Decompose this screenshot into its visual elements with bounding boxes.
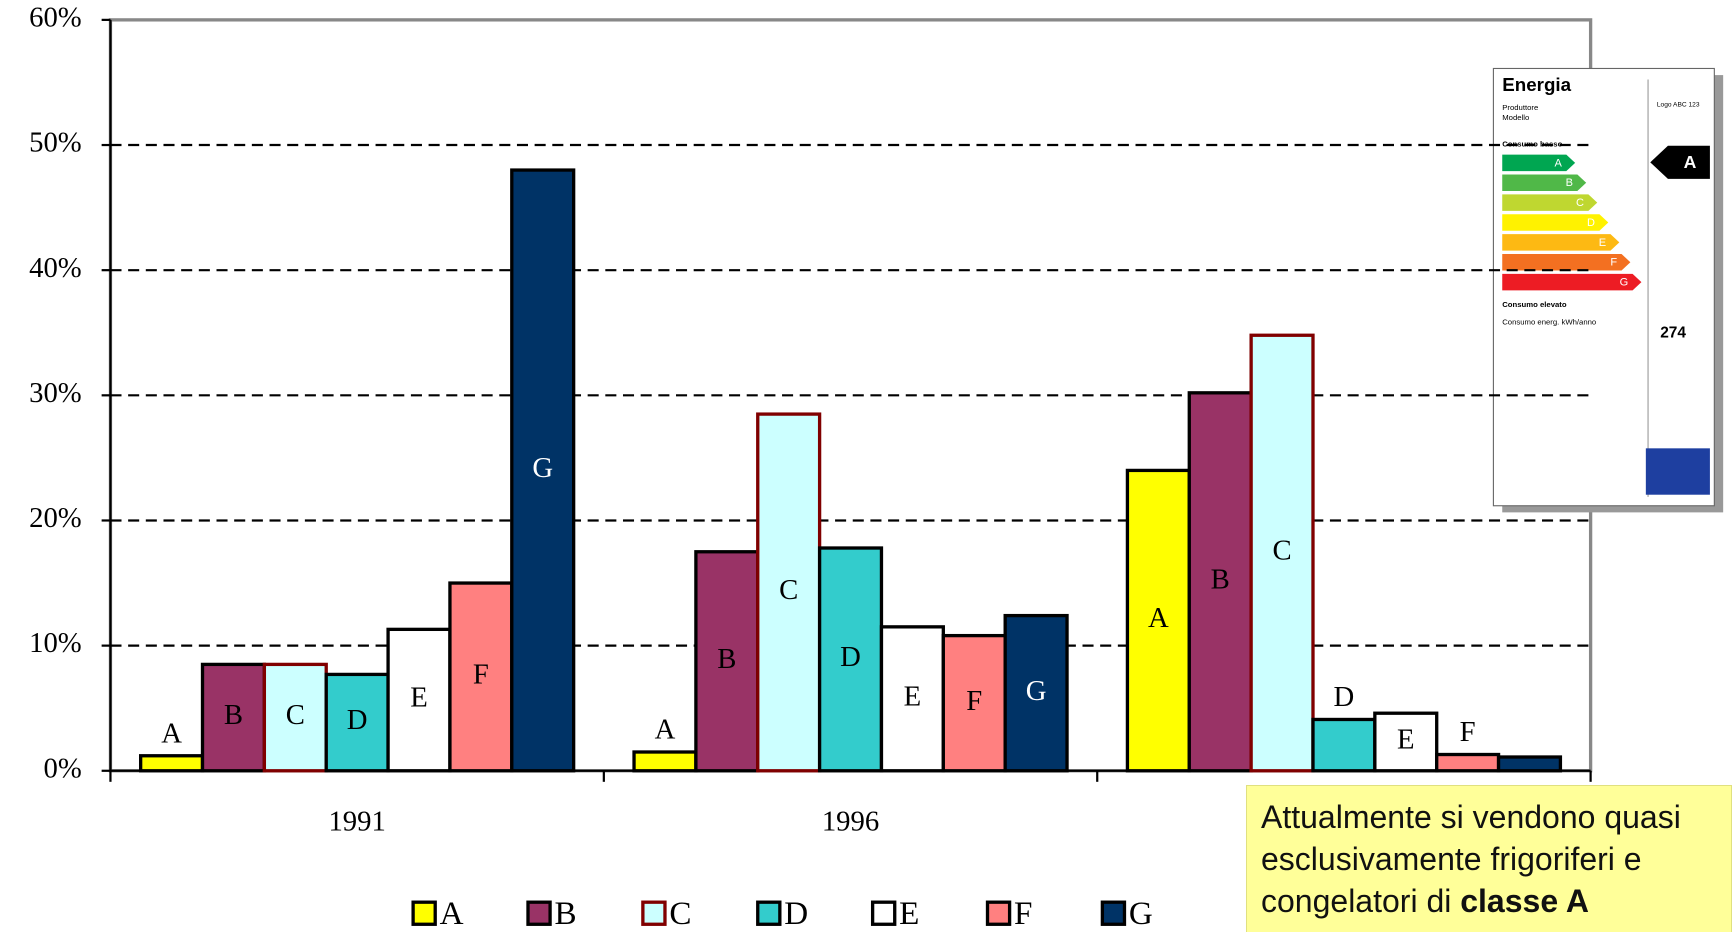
bar-label: G [1026,675,1047,707]
bar-label: C [286,699,305,731]
bar [1249,333,1315,773]
legend-label: B [555,895,577,932]
bar [817,546,884,773]
energy-label: Energia Produttore Modello Logo ABC 123 … [1492,67,1724,513]
y-tick-label: 0% [43,752,81,784]
class-arrow [1502,253,1631,271]
bar-label: D [840,641,861,673]
bar-label: C [1272,535,1291,567]
class-arrow [1502,214,1609,231]
label-text: A [1684,152,1697,172]
class-letter: C [1576,197,1584,209]
eu-flag [1645,448,1710,495]
bar [1373,711,1439,773]
legend-swatch [641,900,667,926]
bar [1003,613,1069,773]
legend-swatch [870,900,897,926]
bar-label: F [966,685,982,717]
bar-label: E [1397,724,1415,756]
legend-label: E [899,895,919,932]
bar [1125,468,1191,773]
class-arrow [1502,273,1642,291]
bar-label: F [473,659,489,691]
class-arrow [1502,154,1576,172]
legend-label: F [1014,895,1032,932]
bar-label: B [224,699,243,731]
label-text: 274 [1660,325,1686,342]
bar-label: A [655,714,676,746]
bar-label: C [779,574,798,606]
bar [1496,755,1563,773]
y-tick-label: 60% [29,1,82,33]
y-tick-label: 30% [29,377,82,409]
bar-label: A [161,717,182,749]
y-tick-label: 50% [29,127,82,159]
class-arrow [1502,234,1620,251]
bar [324,672,390,773]
class-letter: F [1610,257,1617,269]
bar [138,754,205,773]
y-tick-label: 20% [29,502,82,534]
legend-swatch [411,900,437,926]
class-letter: A [1555,157,1563,169]
bar-label: E [904,680,922,712]
legend-label: D [784,895,808,932]
label-title: Energia [1502,74,1571,95]
bar-label: E [410,682,428,714]
rating-arrow [1650,145,1710,179]
bar-label: F [1460,716,1476,748]
legend-label: G [1129,895,1153,932]
bar [694,550,760,773]
bar-label: D [347,704,368,736]
class-letter: E [1599,237,1606,249]
bar-label: B [717,643,736,675]
bar [1311,717,1377,773]
legend-swatch [526,900,552,926]
label-text: Produttore [1502,103,1538,112]
bar-label: G [532,452,553,484]
bar [1435,752,1501,773]
x-tick-label: 1996 [822,805,879,837]
bar-label: G [1519,719,1540,751]
bar [756,412,822,773]
legend-swatch [985,900,1012,926]
bar [510,168,576,773]
bar-label: D [1334,681,1355,713]
note-bold: classe A [1460,883,1589,919]
label-text: Modello [1502,113,1529,122]
bar-label: A [1148,602,1169,634]
class-letter: B [1566,177,1573,189]
class-letter: D [1587,217,1595,229]
y-tick-label: 40% [29,252,82,284]
legend-swatch [1100,900,1127,926]
bar [632,750,698,773]
bar-label: B [1211,563,1230,595]
legend-label: C [669,895,691,932]
class-arrow [1502,174,1587,192]
note-text: Attualmente si vendono quasi esclusivame… [1261,799,1681,919]
bar [262,662,328,773]
legend-swatch [756,900,782,926]
class-letter: G [1620,277,1629,289]
class-arrow [1502,194,1598,211]
label-text: Consumo elevato [1502,300,1567,309]
legend-label: A [440,895,464,932]
label-text: Logo ABC 123 [1657,102,1700,109]
label-text: Consumo energ. kWh/anno [1502,317,1596,326]
y-tick-label: 10% [29,627,82,659]
note: Attualmente si vendono quasi esclusivame… [1246,785,1732,932]
x-tick-label: 1991 [328,805,385,837]
